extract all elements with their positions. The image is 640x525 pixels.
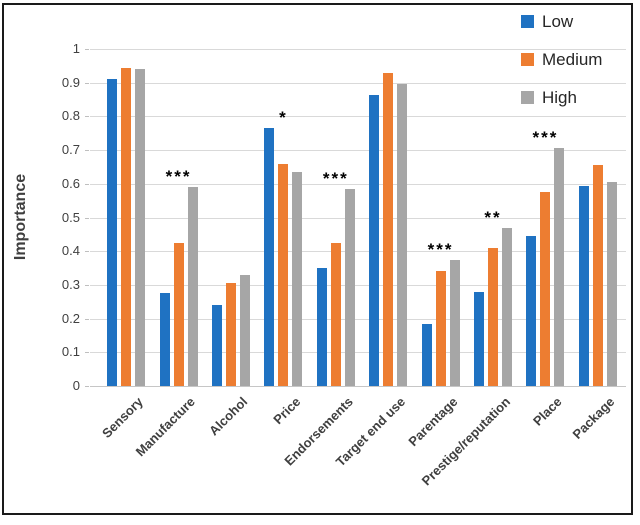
gridline xyxy=(90,352,626,354)
high-bar xyxy=(449,259,460,386)
gridline xyxy=(90,217,626,219)
x-axis-line xyxy=(90,386,626,387)
medium-bar xyxy=(540,192,551,386)
medium-bar xyxy=(592,165,603,386)
y-tick-mark xyxy=(85,217,89,219)
low-bar xyxy=(369,94,380,386)
legend-swatch-icon xyxy=(521,53,534,66)
low-bar xyxy=(159,293,170,386)
medium-bar xyxy=(435,271,446,386)
y-tick-mark xyxy=(85,82,89,84)
significance-marker: *** xyxy=(427,239,454,259)
legend-label: Low xyxy=(542,12,574,31)
legend-swatch-icon xyxy=(521,15,534,28)
high-bar xyxy=(397,84,408,386)
y-axis-title: Importance xyxy=(12,173,29,261)
high-bar xyxy=(240,274,250,386)
medium-bar xyxy=(488,247,498,386)
medium-bar xyxy=(383,72,394,386)
y-tick-label: 0.4 xyxy=(61,243,80,259)
low-bar xyxy=(578,185,589,386)
low-bar xyxy=(107,79,118,386)
y-tick-mark xyxy=(85,251,89,253)
y-tick-mark xyxy=(85,183,89,185)
high-bar xyxy=(187,187,198,386)
legend-item-low: Low xyxy=(521,13,602,30)
y-tick-mark xyxy=(85,318,89,320)
significance-marker: *** xyxy=(165,167,192,187)
high-bar xyxy=(502,227,512,386)
significance-marker: * xyxy=(279,108,288,128)
y-tick-label: 0 xyxy=(72,378,80,393)
gridline xyxy=(90,150,626,152)
low-bar xyxy=(421,323,432,386)
low-bar xyxy=(474,291,484,386)
high-bar xyxy=(292,172,303,386)
gridline xyxy=(90,284,626,286)
medium-bar xyxy=(278,163,289,386)
medium-bar xyxy=(226,283,236,386)
high-bar xyxy=(135,69,146,386)
high-bar xyxy=(606,182,617,386)
gridline xyxy=(90,318,626,320)
y-tick-label: 0.5 xyxy=(61,209,80,225)
gridline xyxy=(90,116,626,118)
low-bar xyxy=(212,305,222,386)
y-tick-label: 0.3 xyxy=(61,276,80,292)
plot-area: *** * *** *** ** *** xyxy=(90,49,626,386)
legend-swatch-icon xyxy=(521,91,534,104)
medium-bar xyxy=(330,242,341,386)
significance-marker: *** xyxy=(322,168,349,188)
low-bar xyxy=(264,128,275,386)
y-tick-mark xyxy=(85,352,89,354)
gridline xyxy=(90,251,626,253)
y-tick-label: 0.6 xyxy=(61,175,80,191)
y-tick-mark xyxy=(85,116,89,118)
medium-bar xyxy=(121,67,132,386)
low-bar xyxy=(526,236,537,386)
medium-bar xyxy=(173,242,184,386)
y-tick-mark xyxy=(85,284,89,286)
y-tick-label: 0.9 xyxy=(61,74,80,90)
gridline xyxy=(90,82,626,84)
gridline xyxy=(90,49,626,50)
y-tick-mark xyxy=(85,150,89,152)
y-tick-label: 1 xyxy=(72,41,80,56)
legend-label: Medium xyxy=(542,50,603,69)
low-bar xyxy=(316,268,327,386)
significance-marker: ** xyxy=(484,207,502,227)
legend: Low Medium High xyxy=(521,13,602,127)
y-tick-mark xyxy=(85,386,89,387)
high-bar xyxy=(554,148,565,386)
y-tick-label: 0.7 xyxy=(61,142,80,158)
legend-item-high: High xyxy=(521,89,602,106)
y-tick-label: 0.1 xyxy=(61,344,80,360)
gridline xyxy=(90,183,626,185)
high-bar xyxy=(344,188,355,386)
significance-marker: *** xyxy=(532,128,559,148)
y-tick-label: 0.8 xyxy=(61,108,80,124)
legend-item-medium: Medium xyxy=(521,51,602,68)
y-tick-label: 0.2 xyxy=(61,310,80,326)
y-tick-mark xyxy=(85,49,89,50)
legend-label: High xyxy=(542,88,577,107)
